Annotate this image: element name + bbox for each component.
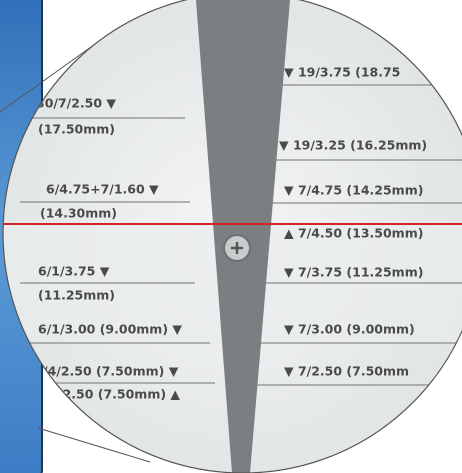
- right-label: ▼ 19/3.25 (16.25mm): [279, 138, 427, 153]
- left-label: 6/1/3.75 ▼: [38, 264, 110, 279]
- left-label: (11.25mm): [38, 288, 115, 303]
- left-label: (17.50mm): [38, 122, 115, 137]
- right-label: ▼ 7/3.75 (11.25mm): [284, 265, 423, 280]
- pointer-line: [0, 41, 99, 113]
- screw-slot: [231, 242, 243, 254]
- left-label: 6/4.75+7/1.60 ▼: [46, 182, 159, 197]
- left-label: 6/1/3.00 (9.00mm) ▼: [38, 322, 182, 337]
- pointer-line: [37, 427, 151, 463]
- left-label: /2.50 (7.50mm) ▲: [58, 387, 180, 402]
- right-label: ▼ 7/2.50 (7.50mm: [284, 364, 409, 379]
- rules: [20, 84, 462, 386]
- right-label: ▲ 7/4.50 (13.50mm): [284, 226, 423, 241]
- left-label: /4/2.50 (7.50mm) ▼: [43, 364, 179, 379]
- right-label: ▼ 7/3.00 (9.00mm): [284, 322, 415, 337]
- left-label: (14.30mm): [40, 206, 117, 221]
- left-label: 30/7/2.50 ▼: [36, 96, 116, 111]
- right-label: ▼ 19/3.75 (18.75: [284, 65, 400, 80]
- right-label: ▼ 7/4.75 (14.25mm): [284, 183, 423, 198]
